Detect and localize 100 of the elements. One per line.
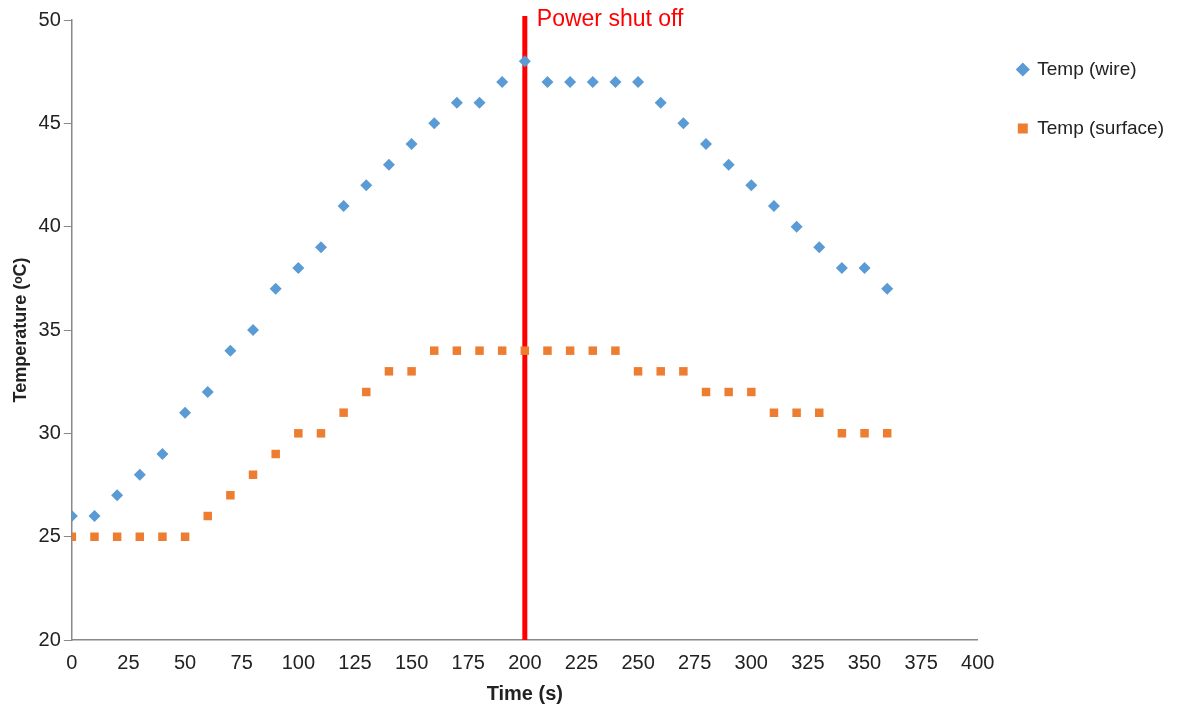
point xyxy=(111,489,124,502)
point xyxy=(654,96,667,109)
point xyxy=(203,511,212,521)
point xyxy=(269,282,282,295)
point xyxy=(520,346,530,355)
point xyxy=(813,241,826,254)
point xyxy=(360,179,373,192)
point xyxy=(135,532,145,541)
point xyxy=(858,262,871,274)
y-tick-label: 35 xyxy=(38,317,61,340)
point xyxy=(633,367,643,376)
x-tick-label: 200 xyxy=(508,650,542,673)
point xyxy=(473,96,486,109)
point xyxy=(179,406,192,419)
x-tick-label: 175 xyxy=(451,650,485,673)
point xyxy=(226,491,235,500)
x-axis-title: Time (s) xyxy=(486,681,563,704)
point xyxy=(860,429,869,438)
y-tick-label: 45 xyxy=(38,110,61,133)
point xyxy=(611,346,620,355)
y-tick-label: 30 xyxy=(38,420,61,443)
point xyxy=(881,282,894,295)
point xyxy=(769,408,779,417)
point xyxy=(541,76,554,88)
point xyxy=(724,387,733,397)
point xyxy=(609,76,622,88)
point xyxy=(588,346,598,355)
y-tick-label: 50 xyxy=(38,7,61,30)
x-tick-label: 400 xyxy=(961,650,995,673)
point xyxy=(292,262,305,274)
point xyxy=(407,367,416,376)
point xyxy=(564,76,577,88)
point xyxy=(224,344,237,357)
y-tick-label: 20 xyxy=(38,627,61,650)
x-tick-label: 125 xyxy=(338,650,372,673)
point xyxy=(475,346,484,355)
point xyxy=(314,241,327,254)
x-tick-label: 75 xyxy=(230,650,253,673)
point xyxy=(247,324,260,336)
point xyxy=(201,386,214,398)
point xyxy=(677,117,690,130)
point xyxy=(747,387,756,397)
point xyxy=(384,367,394,376)
point xyxy=(722,158,735,171)
point xyxy=(405,138,418,150)
x-tick-label: 25 xyxy=(117,650,140,673)
x-tick-label: 300 xyxy=(734,650,768,673)
point xyxy=(156,448,169,460)
point xyxy=(316,429,326,438)
ref-line-label: Power shut off xyxy=(536,5,685,32)
point xyxy=(790,220,803,233)
point xyxy=(815,408,824,417)
point xyxy=(745,179,758,192)
point xyxy=(632,76,645,88)
x-tick-label: 250 xyxy=(621,650,655,673)
legend-label: Temp (wire) xyxy=(1037,57,1137,79)
x-tick-label: 275 xyxy=(678,650,712,673)
point xyxy=(158,532,167,541)
point xyxy=(88,510,101,522)
y-axis-title: Temperature (ᵒC) xyxy=(9,257,30,403)
point xyxy=(496,76,509,88)
legend-label: Temp (surface) xyxy=(1037,116,1164,138)
y-tick-label: 25 xyxy=(38,524,61,547)
point xyxy=(362,387,371,397)
point xyxy=(339,408,348,417)
point xyxy=(679,367,688,376)
point xyxy=(835,262,848,274)
point xyxy=(452,346,462,355)
point xyxy=(248,470,258,479)
point xyxy=(382,158,395,171)
point xyxy=(497,346,507,355)
x-tick-label: 150 xyxy=(394,650,429,673)
point xyxy=(656,367,665,376)
x-tick-label: 375 xyxy=(904,650,938,673)
point xyxy=(700,138,713,150)
point xyxy=(543,346,552,355)
point xyxy=(586,76,599,88)
point xyxy=(429,346,439,355)
point xyxy=(450,96,463,109)
x-tick-label: 225 xyxy=(564,650,599,673)
point xyxy=(271,449,280,459)
point xyxy=(565,346,575,355)
point xyxy=(792,408,801,417)
point xyxy=(337,200,350,212)
x-tick-label: 350 xyxy=(847,650,882,673)
x-tick-label: 0 xyxy=(66,650,78,673)
point xyxy=(767,200,780,212)
x-tick-label: 325 xyxy=(791,650,825,673)
point xyxy=(882,429,892,438)
point xyxy=(518,55,531,68)
point xyxy=(428,117,441,130)
point xyxy=(837,429,847,438)
point xyxy=(133,468,146,481)
point xyxy=(180,532,190,541)
point xyxy=(90,532,99,541)
x-tick-label: 100 xyxy=(281,650,316,673)
y-tick-label: 40 xyxy=(38,214,61,237)
point xyxy=(294,429,303,438)
x-tick-label: 50 xyxy=(173,650,197,673)
point xyxy=(112,532,122,541)
